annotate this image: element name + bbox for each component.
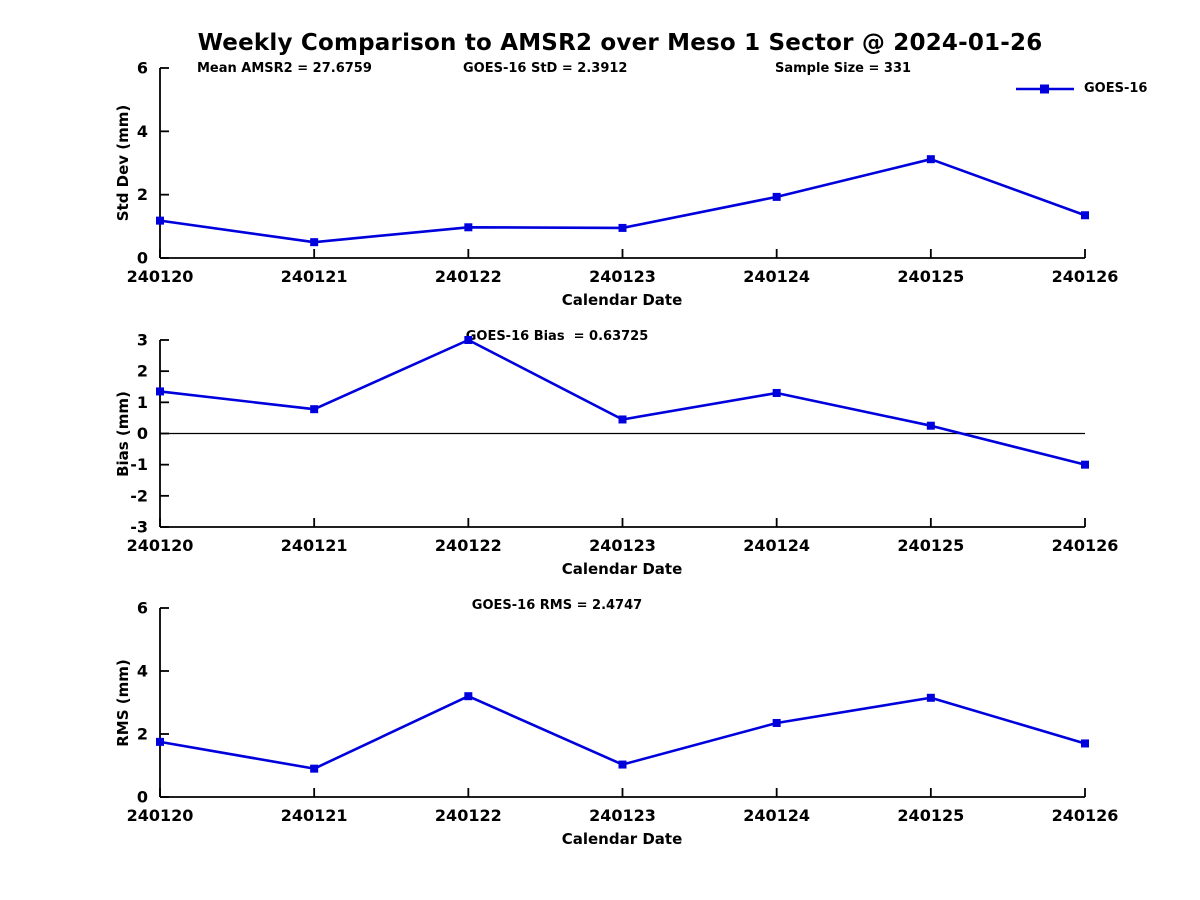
xaxis-label-2: Calendar Date bbox=[561, 560, 683, 578]
legend: GOES-16 bbox=[1014, 81, 1147, 96]
y-tick-label: 0 bbox=[137, 424, 148, 443]
x-tick-label: 240125 bbox=[897, 267, 964, 286]
annotation-goes16-std: GOES-16 StD = 2.3912 bbox=[463, 61, 628, 76]
x-tick-label: 240123 bbox=[589, 267, 656, 286]
data-point-marker bbox=[156, 737, 164, 746]
x-tick-label: 240122 bbox=[435, 267, 502, 286]
y-tick-label: 0 bbox=[137, 788, 148, 807]
x-tick-label: 240123 bbox=[589, 806, 656, 825]
data-point-marker bbox=[772, 192, 781, 201]
y-tick-label: 4 bbox=[137, 122, 148, 141]
x-tick-label: 240122 bbox=[435, 536, 502, 555]
data-point-marker bbox=[1081, 460, 1089, 469]
data-point-marker bbox=[1081, 211, 1089, 220]
y-tick-label: -3 bbox=[130, 518, 148, 537]
data-point-marker bbox=[464, 223, 473, 232]
data-point-marker bbox=[926, 421, 935, 430]
x-tick-label: 240121 bbox=[281, 806, 348, 825]
data-point-marker bbox=[310, 238, 319, 247]
x-tick-label: 240123 bbox=[589, 536, 656, 555]
data-point-marker bbox=[156, 387, 164, 396]
y-tick-label: 6 bbox=[137, 599, 148, 618]
y-tick-label: -1 bbox=[130, 455, 148, 474]
data-point-marker bbox=[618, 223, 627, 232]
data-point-marker bbox=[310, 405, 319, 414]
y-tick-label: 4 bbox=[137, 662, 148, 681]
series-line bbox=[159, 694, 1086, 770]
legend-line-marker-icon bbox=[1016, 84, 1074, 93]
xaxis-label-1: Calendar Date bbox=[561, 291, 683, 309]
x-tick-label: 240126 bbox=[1052, 536, 1119, 555]
x-tick-label: 240120 bbox=[127, 536, 194, 555]
x-tick-label: 240125 bbox=[897, 536, 964, 555]
y-tick-label: 2 bbox=[137, 362, 148, 381]
x-tick-label: 240121 bbox=[281, 267, 348, 286]
x-tick-label: 240121 bbox=[281, 536, 348, 555]
data-point-marker bbox=[926, 693, 935, 702]
y-tick-label: 0 bbox=[137, 249, 148, 268]
y-tick-label: 2 bbox=[137, 185, 148, 204]
x-tick-label: 240125 bbox=[897, 806, 964, 825]
x-tick-label: 240120 bbox=[127, 267, 194, 286]
legend-label: GOES-16 bbox=[1084, 81, 1148, 96]
y-tick-label: 6 bbox=[137, 59, 148, 78]
x-tick-label: 240120 bbox=[127, 806, 194, 825]
data-point-marker bbox=[772, 718, 781, 727]
y-tick-label: 3 bbox=[137, 331, 148, 350]
data-point-marker bbox=[310, 764, 319, 773]
data-point-marker bbox=[618, 415, 627, 424]
subplot-rms-title: GOES-16 RMS = 2.4747 bbox=[471, 598, 643, 613]
y-tick-label: 1 bbox=[137, 393, 148, 412]
data-point-marker bbox=[464, 336, 473, 344]
x-tick-label: 240124 bbox=[743, 806, 810, 825]
x-tick-label: 240124 bbox=[743, 536, 810, 555]
y-tick-label: 2 bbox=[137, 725, 148, 744]
x-tick-label: 240126 bbox=[1052, 806, 1119, 825]
data-point-marker bbox=[772, 388, 781, 397]
x-tick-label: 240124 bbox=[743, 267, 810, 286]
xaxis-label-3: Calendar Date bbox=[561, 830, 683, 848]
annotation-sample-size: Sample Size = 331 bbox=[775, 61, 912, 76]
data-point-marker bbox=[618, 760, 627, 769]
annotation-mean-amsr2: Mean AMSR2 = 27.6759 bbox=[197, 61, 372, 76]
data-point-marker bbox=[1081, 739, 1089, 748]
series-line bbox=[159, 338, 1086, 466]
data-point-marker bbox=[156, 216, 164, 225]
y-tick-label: -2 bbox=[130, 486, 148, 505]
x-tick-label: 240126 bbox=[1052, 267, 1119, 286]
data-point-marker bbox=[926, 155, 935, 164]
figure-title: Weekly Comparison to AMSR2 over Meso 1 S… bbox=[197, 30, 1043, 56]
subplot-bias-title: GOES-16 Bias = 0.63725 bbox=[465, 329, 649, 344]
data-point-marker bbox=[464, 692, 473, 701]
x-tick-label: 240122 bbox=[435, 806, 502, 825]
